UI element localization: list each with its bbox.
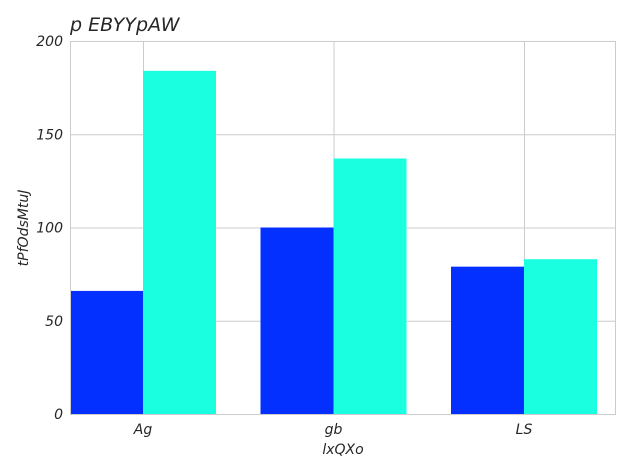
bar-series-2-gb [333,158,407,414]
y-tick-label: 150 [36,127,63,143]
y-axis-label: tPfOdsMtuJ [16,190,32,267]
y-tick-label: 100 [36,221,63,237]
bar-series-2-Ag [143,70,216,414]
chart-title: p EBYYpAW [69,14,181,36]
x-tick-label: gb [325,422,343,438]
bar-series-1-gb [260,227,334,414]
y-tick-labels: 0 50 100 150 200 [36,34,63,423]
bar-series-1-LS [451,266,524,414]
x-axis-label: lxQXo [322,442,363,458]
bar-series-2-LS [524,259,597,414]
y-tick-label: 200 [36,34,63,50]
bars [70,70,597,414]
x-tick-label: LS [516,422,533,438]
bar-series-1-Ag [70,290,143,414]
y-tick-label: 0 [54,407,63,423]
plot-frame [70,41,616,415]
x-tick-labels: Ag gb LS [133,422,533,438]
y-tick-label: 50 [45,314,63,330]
x-tick-label: Ag [133,422,153,438]
